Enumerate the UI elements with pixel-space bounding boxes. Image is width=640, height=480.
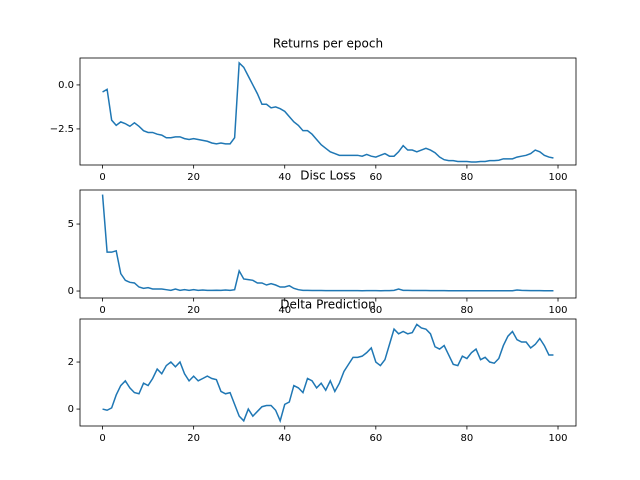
x-tick-label: 80 [461, 305, 474, 316]
line [102, 61, 554, 163]
x-tick-label: 20 [187, 172, 200, 183]
axes-frame [79, 318, 577, 427]
y-tick-label: 0 [68, 286, 74, 297]
x-tick-label: 60 [369, 172, 382, 183]
y-tick-label: 2 [68, 357, 74, 368]
x-tick-label: 100 [548, 433, 567, 444]
x-tick-label: 60 [369, 433, 382, 444]
x-tick-label: 40 [278, 172, 291, 183]
x-tick-label: 20 [187, 433, 200, 444]
y-tick-label: −2.5 [50, 124, 74, 135]
chart-title: Disc Loss [300, 169, 356, 183]
x-tick-label: 20 [187, 305, 200, 316]
x-tick-label: 40 [278, 305, 291, 316]
y-tick-label: 0 [68, 404, 74, 415]
x-tick-label: 0 [99, 433, 105, 444]
x-tick-label: 0 [99, 172, 105, 183]
chart-title: Returns per epoch [273, 37, 383, 51]
y-tick-label: 0.0 [58, 80, 74, 91]
axes-frame [79, 57, 577, 166]
x-tick-label: 60 [369, 305, 382, 316]
x-tick-label: 40 [278, 433, 291, 444]
x-tick-label: 80 [461, 433, 474, 444]
line [101, 194, 554, 292]
x-tick-label: 100 [548, 305, 567, 316]
x-tick-label: 80 [461, 172, 474, 183]
chart-title: Delta Prediction [280, 298, 375, 312]
line [102, 323, 554, 424]
y-tick-label: 5 [68, 219, 74, 230]
x-tick-label: 0 [99, 305, 105, 316]
axes-frame [79, 189, 577, 299]
x-tick-label: 100 [548, 172, 567, 183]
